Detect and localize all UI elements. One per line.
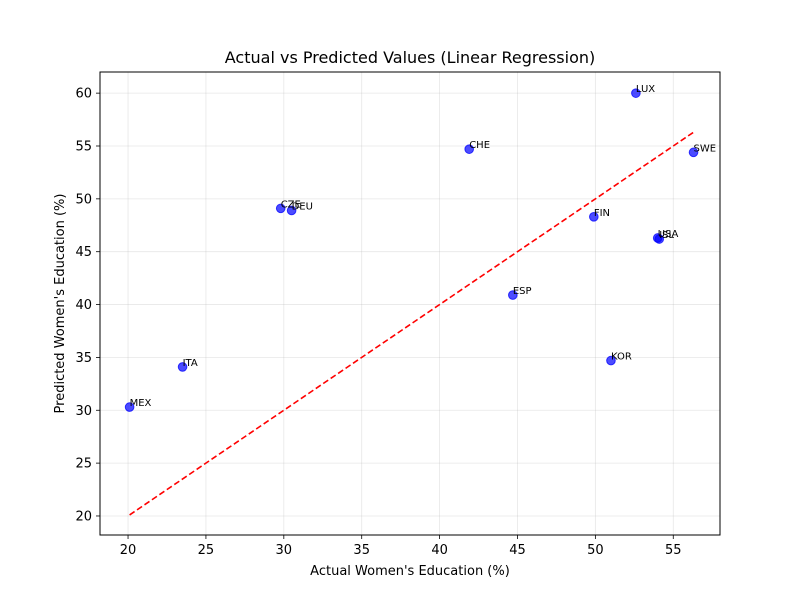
data-point — [631, 88, 641, 98]
y-tick-label: 55 — [75, 139, 92, 154]
point-label: ITA — [183, 358, 198, 369]
data-point — [275, 203, 286, 214]
x-axis-label: Actual Women's Education (%) — [310, 564, 510, 579]
y-tick-label: 35 — [75, 351, 92, 366]
data-point — [286, 205, 297, 216]
point-label: MEX — [130, 398, 152, 409]
point-label: CHE — [469, 140, 490, 151]
data-point — [177, 362, 188, 372]
reference-line-layer — [129, 131, 694, 516]
x-tick-label: 50 — [587, 543, 604, 558]
x-tick-label: 35 — [353, 543, 370, 558]
x-tick-label: 45 — [509, 543, 526, 558]
point-label: DEU — [292, 201, 313, 212]
points-layer — [124, 88, 699, 412]
y-tick-label: 20 — [75, 509, 92, 524]
data-point — [688, 147, 699, 158]
y-tick-label: 50 — [75, 192, 92, 207]
chart-title: Actual vs Predicted Values (Linear Regre… — [225, 48, 595, 67]
x-tick-label: 30 — [276, 543, 293, 558]
data-point — [654, 234, 665, 244]
y-tick-label: 30 — [75, 404, 92, 419]
y-tick-label: 60 — [75, 87, 92, 102]
data-point — [508, 290, 518, 300]
point-label: FIN — [594, 208, 610, 219]
ticks-layer: 20 25 30 35 40 45 50 55 20 25 30 35 40 45 50 55 60 — [75, 87, 681, 558]
point-label: ESP — [513, 286, 532, 297]
point-label: LUX — [636, 84, 655, 95]
point-label: CZE — [281, 199, 301, 210]
point-label: USA — [658, 229, 679, 240]
x-tick-label: 55 — [665, 543, 682, 558]
data-point — [589, 212, 599, 222]
grid — [100, 72, 720, 535]
point-label: KOR — [611, 352, 632, 363]
data-point — [606, 355, 616, 366]
x-tick-label: 40 — [431, 543, 448, 558]
point-label: SWE — [694, 143, 717, 154]
y-axis-label: Predicted Women's Education (%) — [53, 194, 68, 414]
y-tick-label: 40 — [75, 298, 92, 313]
point-label: ISL — [659, 230, 674, 241]
data-point — [464, 144, 474, 154]
y-tick-label: 25 — [75, 457, 92, 472]
plot-frame — [99, 71, 721, 536]
data-point — [124, 402, 135, 412]
perfect-prediction-line — [129, 131, 694, 516]
y-tick-label: 45 — [75, 245, 92, 260]
x-tick-label: 25 — [198, 543, 215, 558]
x-tick-label: 20 — [120, 543, 137, 558]
